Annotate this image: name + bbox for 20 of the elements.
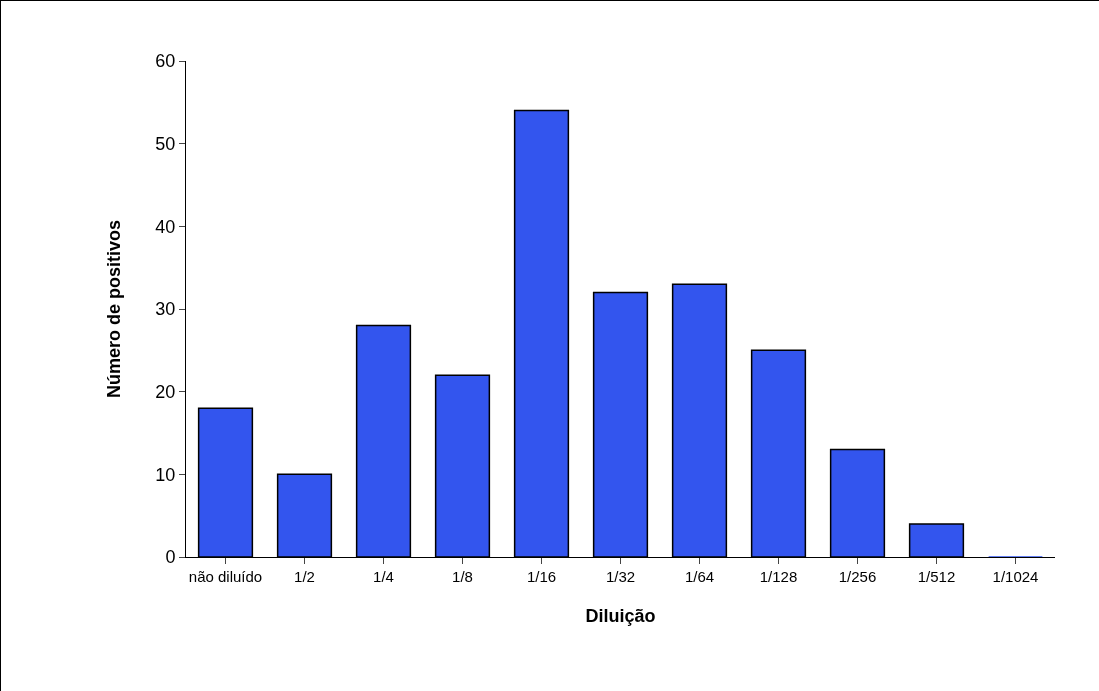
y-tick-label: 30 <box>155 299 176 320</box>
x-tick-label: não diluído <box>188 568 263 585</box>
x-axis-title: Diluição <box>585 606 656 627</box>
x-tick-label: 1/128 <box>759 568 798 585</box>
x-tick-label: 1/2 <box>294 568 315 585</box>
x-tick-label: 1/4 <box>373 568 394 585</box>
y-tick-label: 50 <box>155 133 176 154</box>
x-tick-label: 1/1024 <box>992 568 1039 585</box>
y-tick-label: 20 <box>155 381 176 402</box>
x-tick-label: 1/16 <box>526 568 557 585</box>
y-tick-label: 60 <box>155 51 176 72</box>
y-tick-label: 0 <box>165 547 176 568</box>
x-tick-label: 1/32 <box>605 568 636 585</box>
y-tick-label: 40 <box>155 216 176 237</box>
x-tick-label: 1/512 <box>917 568 956 585</box>
y-axis-title: Número de positivos <box>103 219 124 399</box>
x-tick-label: 1/64 <box>684 568 715 585</box>
x-tick-label: 1/8 <box>452 568 473 585</box>
y-tick-label: 10 <box>155 464 176 485</box>
x-tick-label: 1/256 <box>838 568 877 585</box>
